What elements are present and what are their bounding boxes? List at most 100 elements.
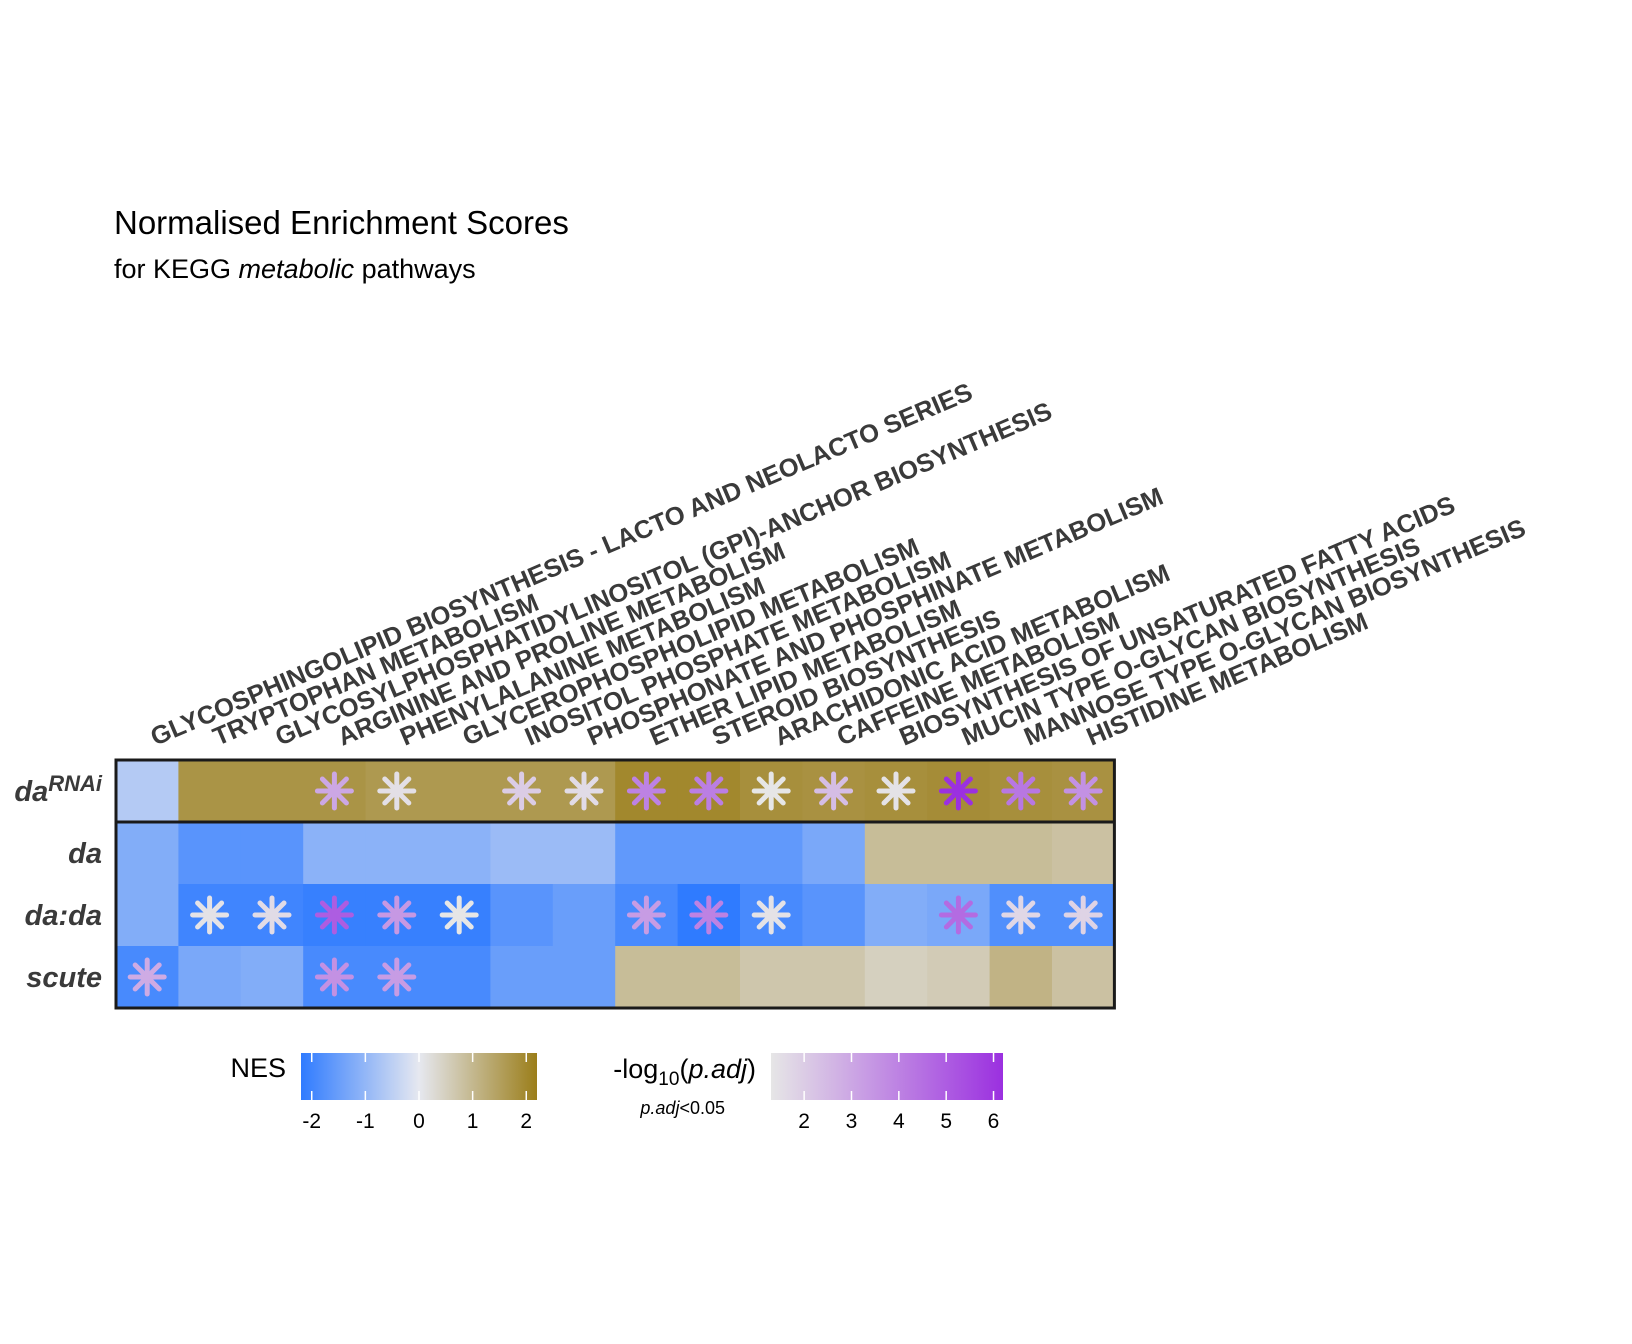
legend-tick-label: -1	[356, 1110, 375, 1133]
row-label: da:da	[25, 900, 102, 932]
subtitle-italic: metabolic	[239, 254, 355, 284]
sig-legend-title: -log10(p.adj)	[613, 1054, 756, 1090]
subtitle-pre: for KEGG	[114, 254, 239, 284]
row-label: da	[68, 838, 102, 870]
significance-star	[314, 957, 354, 997]
legend-tick-label: 6	[988, 1110, 1000, 1133]
heatmap-cell	[927, 946, 991, 1009]
significance-star	[689, 771, 729, 811]
heatmap-cell	[1052, 822, 1115, 885]
heatmap-cell	[615, 946, 679, 1009]
significance-star	[751, 895, 791, 935]
heatmap-cell	[802, 822, 866, 885]
significance-star	[751, 771, 791, 811]
significance-star	[127, 957, 167, 997]
heatmap-cell	[615, 822, 679, 885]
sig-title-paren-open: (	[679, 1054, 688, 1084]
significance-star	[252, 895, 292, 935]
heatmap-cell	[989, 822, 1053, 885]
heatmap-cell	[240, 822, 304, 885]
heatmap-cell	[428, 822, 491, 885]
legend-tick-label: -2	[302, 1110, 321, 1133]
significance-star	[626, 895, 666, 935]
legend-tick-label: 4	[893, 1110, 905, 1133]
heatmap-cell	[927, 822, 991, 885]
significance-star	[626, 771, 666, 811]
heatmap-cell	[802, 946, 866, 1009]
sig-title-sub: 10	[658, 1069, 679, 1090]
significance-star	[190, 895, 230, 935]
row-labels: daRNAi da da:da scute	[14, 771, 103, 994]
heatmap-cell	[989, 946, 1053, 1009]
nes-legend-title: NES	[230, 1053, 286, 1083]
chart-subtitle: for KEGG metabolic pathways	[114, 254, 476, 284]
heatmap-cell	[303, 822, 367, 885]
heatmap-cell	[864, 884, 928, 947]
sig-note-rest: <0.05	[679, 1098, 725, 1118]
heatmap-cell	[116, 760, 179, 823]
column-labels: GLYCOSPHINGOLIPID BIOSYNTHESIS - LACTO A…	[147, 378, 1530, 751]
subtitle-post: pathways	[354, 254, 476, 284]
heatmap-cell	[552, 884, 616, 947]
sig-note-italic: p.adj	[639, 1098, 680, 1118]
heatmap-cell	[490, 884, 554, 947]
legend-tick-label: 2	[798, 1110, 810, 1133]
significance-star	[938, 895, 978, 935]
legend-tick-label: 2	[520, 1110, 532, 1133]
heatmap-cell	[864, 822, 928, 885]
significance-star	[876, 771, 916, 811]
heatmap-cell	[116, 884, 179, 947]
heatmap-cell	[552, 946, 616, 1009]
heatmap-cell	[740, 946, 803, 1009]
significance-star	[689, 895, 729, 935]
significance-star	[1001, 895, 1041, 935]
significance-star	[314, 895, 354, 935]
heatmap-cell	[802, 884, 866, 947]
significance-star	[439, 895, 479, 935]
legend-tick-label: 3	[846, 1110, 858, 1133]
heatmap-cell	[240, 946, 304, 1009]
significance-star	[377, 895, 417, 935]
heatmap-cell	[552, 822, 616, 885]
heatmap-cell	[240, 760, 304, 823]
sig-title-pre: -log	[613, 1054, 658, 1084]
legend-tick-label: 5	[940, 1110, 952, 1133]
sig-title-italic: p.adj	[687, 1054, 748, 1084]
heatmap-cell	[428, 946, 491, 1009]
nes-legend: NES -2 -1 0 1 2	[230, 1053, 537, 1133]
heatmap-border	[114, 758, 1116, 1010]
significance-star	[377, 957, 417, 997]
heatmap-cell	[490, 946, 554, 1009]
heatmap-cell	[740, 822, 803, 885]
heatmap-cell	[365, 822, 429, 885]
heatmap-cell	[490, 822, 554, 885]
row-label: scute	[26, 962, 102, 994]
heatmap-cell	[178, 760, 242, 823]
heatmap-cell	[677, 822, 741, 885]
heatmap-cell	[1052, 946, 1115, 1009]
sig-ticks: 2 3 4 5 6	[798, 1053, 999, 1133]
significance-star	[814, 771, 854, 811]
row-label: daRNAi	[14, 771, 103, 808]
significance-star	[314, 771, 354, 811]
legend-tick-label: 1	[467, 1110, 479, 1133]
significance-star	[377, 771, 417, 811]
chart-title: Normalised Enrichment Scores	[114, 204, 569, 241]
significance-star	[1063, 771, 1103, 811]
significance-star	[1063, 895, 1103, 935]
significance-star	[1001, 771, 1041, 811]
sig-legend-note: p.adj<0.05	[639, 1098, 725, 1118]
heatmap-cell	[864, 946, 928, 1009]
significance-markers	[127, 771, 1103, 997]
heatmap-cell	[677, 946, 741, 1009]
significance-star	[502, 771, 542, 811]
heatmap-cell	[116, 822, 179, 885]
heatmap-frame	[114, 758, 1116, 1010]
significance-star	[938, 771, 978, 811]
heatmap-cell	[178, 946, 242, 1009]
significance-star	[564, 771, 604, 811]
nes-ticks: -2 -1 0 1 2	[302, 1053, 532, 1133]
legend-tick-label: 0	[413, 1110, 425, 1133]
